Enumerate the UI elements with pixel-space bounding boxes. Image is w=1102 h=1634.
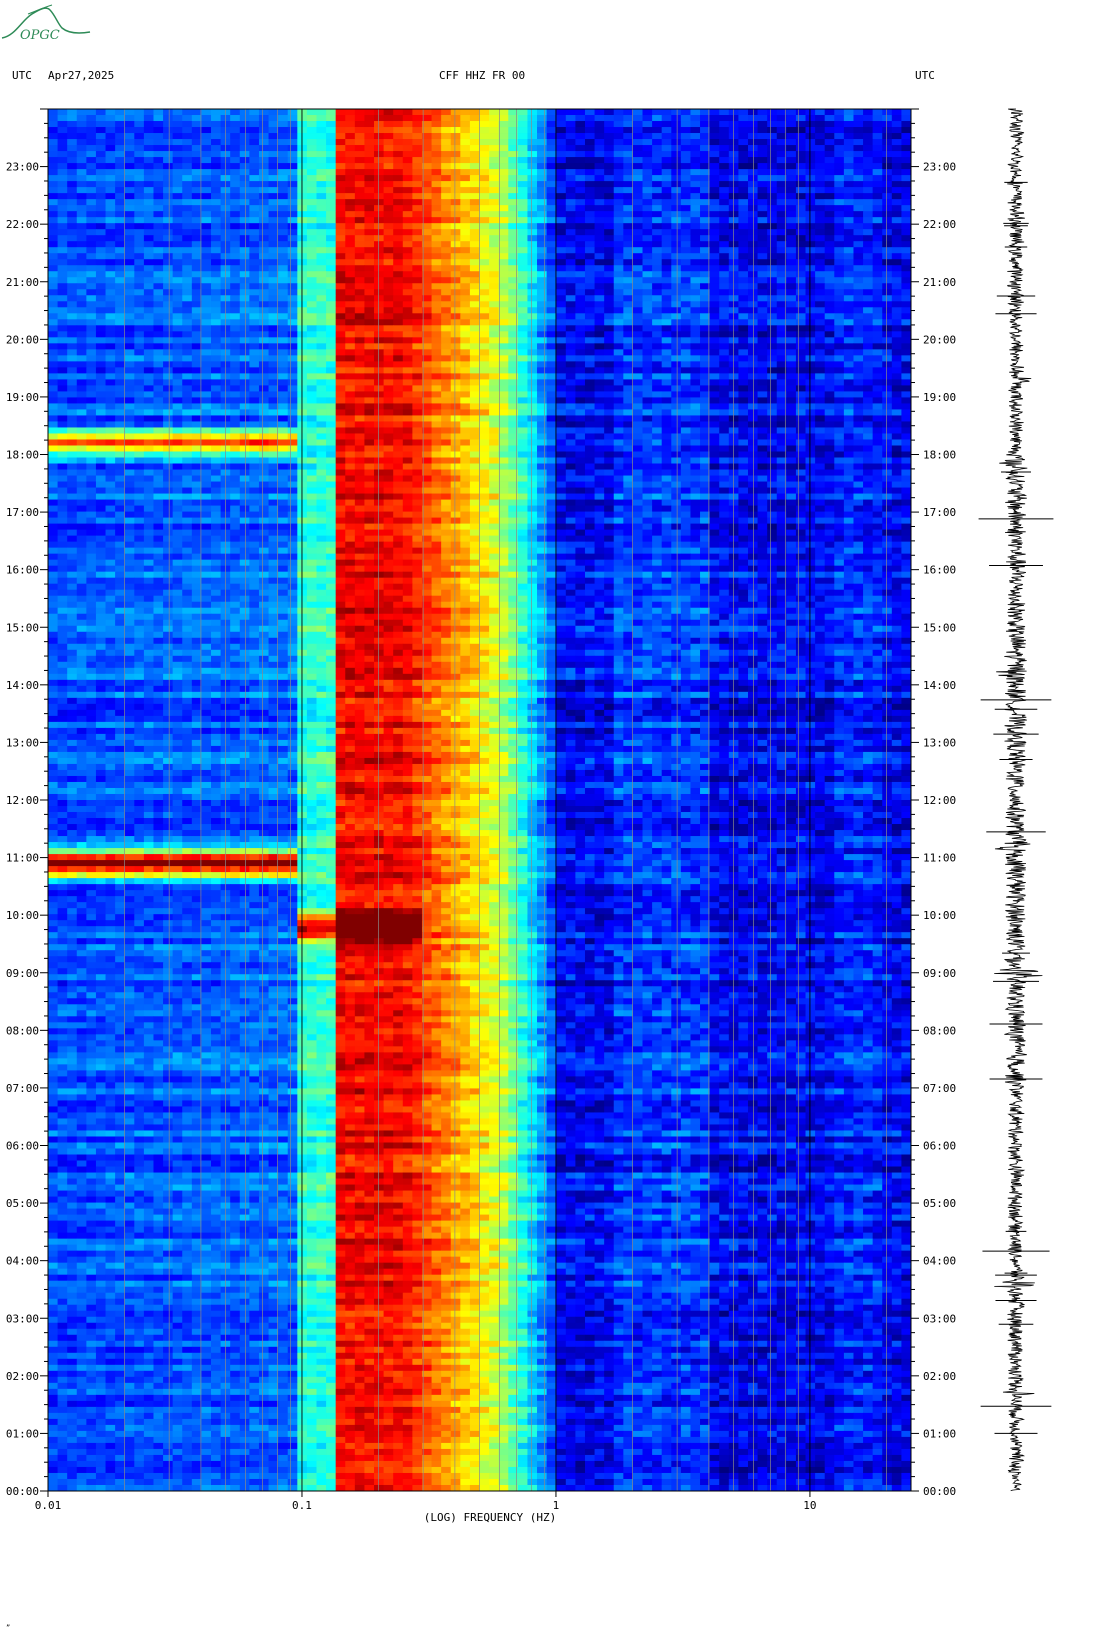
y-tick-label-right: 09:00 bbox=[923, 967, 956, 980]
y-tick-label-right: 18:00 bbox=[923, 449, 956, 462]
y-tick-label-left: 23:00 bbox=[6, 161, 39, 174]
header-station: CFF HHZ FR 00 bbox=[439, 69, 525, 82]
y-tick-label-left: 10:00 bbox=[6, 909, 39, 922]
y-tick-label-left: 07:00 bbox=[6, 1082, 39, 1095]
y-tick-label-right: 02:00 bbox=[923, 1370, 956, 1383]
y-tick-label-left: 13:00 bbox=[6, 736, 39, 749]
opgc-logo: OPGC bbox=[0, 0, 95, 49]
y-tick-label-left: 01:00 bbox=[6, 1427, 39, 1440]
y-tick-label-right: 05:00 bbox=[923, 1197, 956, 1210]
y-tick-label-right: 08:00 bbox=[923, 1024, 956, 1037]
y-tick-label-left: 21:00 bbox=[6, 276, 39, 289]
x-tick-label: 0.1 bbox=[292, 1499, 312, 1512]
y-tick-label-right: 23:00 bbox=[923, 161, 956, 174]
y-tick-label-left: 18:00 bbox=[6, 449, 39, 462]
y-tick-label-left: 14:00 bbox=[6, 679, 39, 692]
axes: 00:00 00:00 01:00 01:00 02:00 02:00 03:00 03:00… bbox=[6, 108, 956, 1512]
y-tick-label-left: 02:00 bbox=[6, 1370, 39, 1383]
logo-text: OPGC bbox=[20, 28, 60, 43]
y-tick-label-right: 12:00 bbox=[923, 794, 956, 807]
y-tick-label-left: 05:00 bbox=[6, 1197, 39, 1210]
x-axis-label: (LOG) FREQUENCY (HZ) bbox=[424, 1511, 556, 1524]
y-tick-label-left: 22:00 bbox=[6, 218, 39, 231]
y-tick-label-right: 17:00 bbox=[923, 506, 956, 519]
y-tick-label-right: 00:00 bbox=[923, 1485, 956, 1498]
y-tick-label-left: 04:00 bbox=[6, 1255, 39, 1268]
y-tick-label-right: 07:00 bbox=[923, 1082, 956, 1095]
seismogram-trace bbox=[978, 108, 1054, 1492]
y-tick-label-right: 03:00 bbox=[923, 1312, 956, 1325]
x-tick-label: 1 bbox=[553, 1499, 560, 1512]
y-tick-label-left: 06:00 bbox=[6, 1140, 39, 1153]
y-tick-label-left: 16:00 bbox=[6, 564, 39, 577]
corner-mark: ” bbox=[6, 1624, 10, 1632]
y-tick-label-right: 14:00 bbox=[923, 679, 956, 692]
y-tick-label-right: 20:00 bbox=[923, 333, 956, 346]
y-tick-label-left: 03:00 bbox=[6, 1312, 39, 1325]
y-tick-label-left: 00:00 bbox=[6, 1485, 39, 1498]
x-tick-label: 10 bbox=[803, 1499, 816, 1512]
y-tick-label-left: 17:00 bbox=[6, 506, 39, 519]
y-tick-label-left: 12:00 bbox=[6, 794, 39, 807]
y-tick-label-left: 11:00 bbox=[6, 852, 39, 865]
header-right-timezone: UTC bbox=[915, 69, 935, 82]
y-tick-label-right: 21:00 bbox=[923, 276, 956, 289]
y-tick-label-right: 15:00 bbox=[923, 621, 956, 634]
y-tick-label-left: 19:00 bbox=[6, 391, 39, 404]
y-tick-label-right: 06:00 bbox=[923, 1140, 956, 1153]
y-tick-label-left: 09:00 bbox=[6, 967, 39, 980]
y-tick-label-left: 20:00 bbox=[6, 333, 39, 346]
y-tick-label-right: 10:00 bbox=[923, 909, 956, 922]
y-tick-label-right: 04:00 bbox=[923, 1255, 956, 1268]
y-tick-label-right: 19:00 bbox=[923, 391, 956, 404]
y-tick-label-right: 13:00 bbox=[923, 736, 956, 749]
y-tick-label-left: 15:00 bbox=[6, 621, 39, 634]
y-tick-label-left: 08:00 bbox=[6, 1024, 39, 1037]
header-date: Apr27,2025 bbox=[48, 69, 114, 82]
y-tick-label-right: 22:00 bbox=[923, 218, 956, 231]
y-tick-label-right: 16:00 bbox=[923, 564, 956, 577]
frequency-gridlines bbox=[124, 109, 887, 1491]
y-tick-label-right: 01:00 bbox=[923, 1427, 956, 1440]
header-left-timezone: UTC bbox=[12, 69, 32, 82]
x-tick-label: 0.01 bbox=[35, 1499, 62, 1512]
y-tick-label-right: 11:00 bbox=[923, 852, 956, 865]
